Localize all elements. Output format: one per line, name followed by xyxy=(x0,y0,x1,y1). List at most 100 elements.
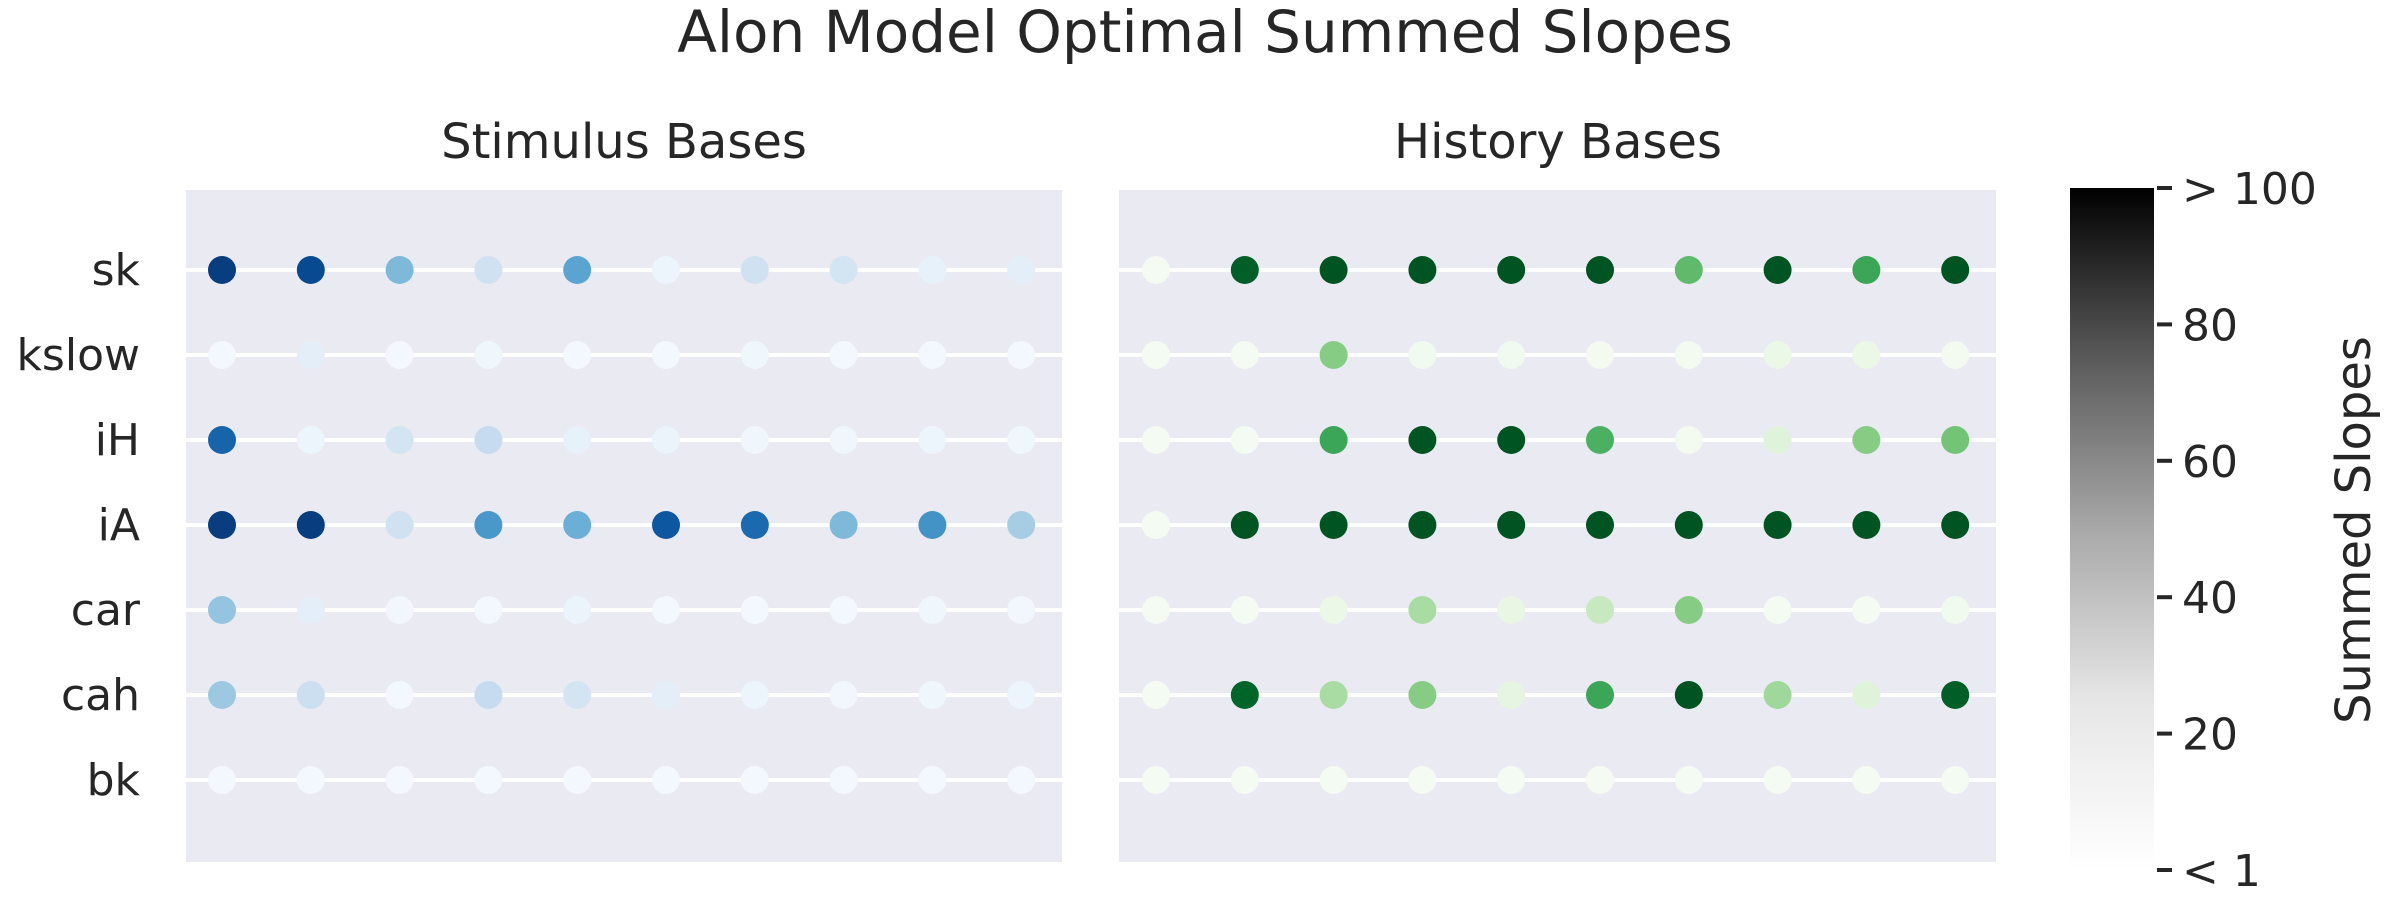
dot-stimulus-cah-1 xyxy=(208,681,236,709)
dot-history-bk-7 xyxy=(1674,766,1703,794)
colorbar-tick-label-3: 40 xyxy=(2182,573,2238,624)
dot-stimulus-bk-1 xyxy=(208,766,236,794)
colorbar-ticks: > 100 80 60 40 20 < 1 xyxy=(2157,164,2317,897)
dot-stimulus-kslow-6 xyxy=(652,341,680,369)
dot-history-kslow-8 xyxy=(1763,341,1792,369)
dot-stimulus-iH-9 xyxy=(918,426,947,454)
dot-stimulus-sk-7 xyxy=(740,256,769,284)
dot-history-bk-4 xyxy=(1408,766,1437,794)
dot-stimulus-bk-9 xyxy=(918,766,947,794)
dot-history-iA-9 xyxy=(1852,511,1881,539)
dot-history-iA-4 xyxy=(1408,511,1437,539)
dot-stimulus-iA-9 xyxy=(918,511,947,539)
dot-history-sk-3 xyxy=(1319,256,1348,284)
dot-stimulus-bk-2 xyxy=(296,766,325,794)
dot-stimulus-cah-2 xyxy=(296,681,325,709)
dot-stimulus-sk-2 xyxy=(296,256,325,284)
dot-history-iA-3 xyxy=(1319,511,1348,539)
colorbar-tick-label-5: < 1 xyxy=(2182,846,2261,897)
dot-history-iH-9 xyxy=(1852,426,1881,454)
dot-stimulus-kslow-5 xyxy=(563,341,592,369)
dot-stimulus-iH-4 xyxy=(474,426,503,454)
dot-stimulus-iH-6 xyxy=(652,426,680,454)
dot-history-car-3 xyxy=(1319,596,1348,624)
dot-history-cah-1 xyxy=(1142,681,1170,709)
dot-stimulus-car-2 xyxy=(296,596,325,624)
dot-history-kslow-10 xyxy=(1941,341,1970,369)
dot-history-iH-7 xyxy=(1674,426,1703,454)
dot-stimulus-iH-10 xyxy=(1007,426,1036,454)
row-label-cah: cah xyxy=(61,670,140,721)
dot-stimulus-iA-7 xyxy=(740,511,769,539)
dot-history-kslow-9 xyxy=(1852,341,1881,369)
colorbar-tick-label-0: > 100 xyxy=(2182,164,2317,215)
colorbar-tick-label-2: 60 xyxy=(2182,437,2238,488)
dot-history-cah-9 xyxy=(1852,681,1881,709)
dot-stimulus-cah-5 xyxy=(563,681,592,709)
row-label-iH: iH xyxy=(95,415,140,466)
row-label-sk: sk xyxy=(92,245,141,296)
dot-stimulus-car-4 xyxy=(474,596,503,624)
dot-history-sk-10 xyxy=(1941,256,1970,284)
chart-title: Alon Model Optimal Summed Slopes xyxy=(677,0,1733,66)
dot-history-bk-6 xyxy=(1586,766,1614,794)
dot-stimulus-bk-6 xyxy=(652,766,680,794)
dot-history-car-4 xyxy=(1408,596,1437,624)
dot-history-iH-2 xyxy=(1230,426,1259,454)
dot-stimulus-cah-9 xyxy=(918,681,947,709)
dot-stimulus-iH-2 xyxy=(296,426,325,454)
panel-title-history: History Bases xyxy=(1394,114,1722,170)
dot-history-car-7 xyxy=(1674,596,1703,624)
dot-stimulus-kslow-4 xyxy=(474,341,503,369)
colorbar-label: Summed Slopes xyxy=(2326,336,2382,724)
dot-history-kslow-1 xyxy=(1142,341,1170,369)
dot-stimulus-iH-3 xyxy=(385,426,414,454)
dot-history-bk-8 xyxy=(1763,766,1792,794)
dot-stimulus-kslow-10 xyxy=(1007,341,1036,369)
dot-stimulus-iH-7 xyxy=(740,426,769,454)
dot-history-iA-10 xyxy=(1941,511,1970,539)
dot-stimulus-sk-3 xyxy=(385,256,414,284)
dot-stimulus-iH-5 xyxy=(563,426,592,454)
dot-stimulus-car-8 xyxy=(829,596,858,624)
dot-stimulus-cah-7 xyxy=(740,681,769,709)
data-points xyxy=(208,256,1970,794)
dot-history-iA-1 xyxy=(1142,511,1170,539)
dot-history-sk-4 xyxy=(1408,256,1437,284)
dot-stimulus-sk-4 xyxy=(474,256,503,284)
row-label-kslow: kslow xyxy=(16,330,140,381)
dot-stimulus-sk-1 xyxy=(208,256,236,284)
dot-stimulus-iA-8 xyxy=(829,511,858,539)
dot-stimulus-cah-3 xyxy=(385,681,414,709)
dot-stimulus-car-3 xyxy=(385,596,414,624)
dot-stimulus-cah-10 xyxy=(1007,681,1036,709)
dot-stimulus-sk-8 xyxy=(829,256,858,284)
dot-history-cah-8 xyxy=(1763,681,1792,709)
dot-history-cah-5 xyxy=(1497,681,1526,709)
dot-stimulus-bk-10 xyxy=(1007,766,1036,794)
dot-history-iA-5 xyxy=(1497,511,1526,539)
dot-stimulus-kslow-8 xyxy=(829,341,858,369)
dot-history-kslow-5 xyxy=(1497,341,1526,369)
dot-history-bk-1 xyxy=(1142,766,1170,794)
dot-stimulus-kslow-2 xyxy=(296,341,325,369)
dot-history-kslow-2 xyxy=(1230,341,1259,369)
dot-stimulus-kslow-9 xyxy=(918,341,947,369)
colorbar-tick-label-1: 80 xyxy=(2182,300,2238,351)
dot-history-car-10 xyxy=(1941,596,1970,624)
dot-stimulus-iA-1 xyxy=(208,511,236,539)
dot-stimulus-iA-2 xyxy=(296,511,325,539)
dot-history-sk-7 xyxy=(1674,256,1703,284)
panel-title-stimulus: Stimulus Bases xyxy=(441,114,807,170)
dot-history-car-5 xyxy=(1497,596,1526,624)
dot-stimulus-cah-6 xyxy=(652,681,680,709)
dot-history-car-8 xyxy=(1763,596,1792,624)
dot-history-car-1 xyxy=(1142,596,1170,624)
dot-stimulus-bk-4 xyxy=(474,766,503,794)
colorbar-tick-label-4: 20 xyxy=(2182,710,2238,761)
dot-stimulus-car-10 xyxy=(1007,596,1036,624)
dot-stimulus-iA-10 xyxy=(1007,511,1036,539)
dot-stimulus-iA-4 xyxy=(474,511,503,539)
dot-history-iH-10 xyxy=(1941,426,1970,454)
dot-history-car-2 xyxy=(1230,596,1259,624)
